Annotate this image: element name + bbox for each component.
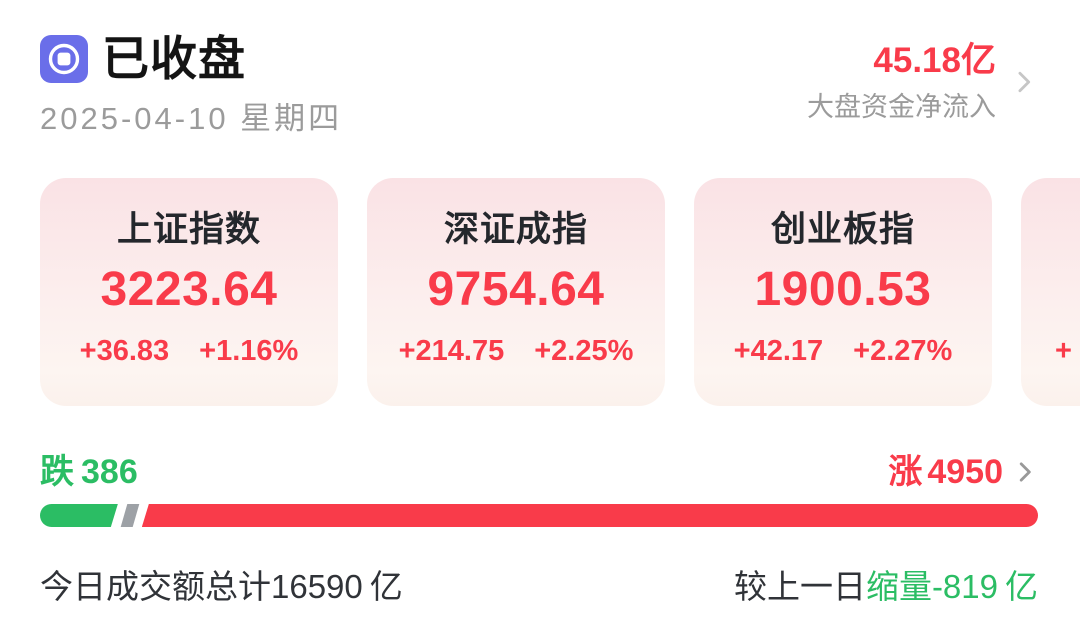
index-change-pct: +1.16% [199,335,299,367]
chevron-right-icon[interactable] [1012,459,1038,485]
index-card-shenzhen[interactable]: 深证成指 9754.64 +214.75 +2.25% [367,178,665,406]
index-cards-row: 上证指数 3223.64 +36.83 +1.16% 深证成指 9754.64 … [40,178,1080,406]
turnover-compare-label: 较上一日 [733,568,866,605]
net-inflow-label: 大盘资金净流入 [807,92,996,122]
index-name: 深证成指 [443,210,588,249]
turnover-compare-unit: 亿 [1005,568,1038,605]
index-name: 创业板指 [770,210,915,249]
breadth-bar-down-segment [40,504,118,527]
trade-date: 2025-04-10 星期四 [40,101,343,136]
index-change: + [1055,335,1072,367]
index-change: +36.83 [79,335,170,367]
coin-icon [40,35,88,83]
net-inflow-value: 45.18亿 [873,41,996,80]
index-value: 3223.64 [100,263,278,316]
index-change-pct: +2.27% [853,335,953,367]
index-change-row: + [1021,334,1080,368]
breadth-bar-up-segment [141,504,1038,527]
index-change-row: +214.75 +2.25% [367,334,665,368]
index-change-pct: +2.25% [534,335,634,367]
turnover-today-value: 16590 [271,568,363,605]
index-card-partial[interactable]: + [1021,178,1080,406]
market-status-block: 已收盘 2025-04-10 星期四 [40,32,342,138]
breadth-bar-flat-segment [120,504,140,527]
index-change: +214.75 [398,335,505,367]
index-card-shanghai[interactable]: 上证指数 3223.64 +36.83 +1.16% [40,178,338,406]
advancers-label: 涨 4950 [888,452,1003,492]
index-value: 9754.64 [427,263,605,316]
turnover-row: 今日成交额总计 16590 亿 较上一日 缩量-819 亿 [40,567,1038,607]
turnover-today: 今日成交额总计 16590 亿 [40,567,403,607]
index-change-row: +36.83 +1.16% [40,334,338,368]
decliners-label: 跌 386 [40,452,138,492]
index-card-chinext[interactable]: 创业板指 1900.53 +42.17 +2.27% [694,178,992,406]
advancers-wrap: 涨 4950 [888,452,1038,492]
header: 已收盘 2025-04-10 星期四 45.18亿 大盘资金净流入 [40,32,1038,138]
index-change: +42.17 [733,335,824,367]
net-inflow-row[interactable]: 45.18亿 大盘资金净流入 [807,40,1038,123]
decliners-word: 跌 [40,453,74,491]
breadth-row[interactable]: 跌 386 涨 4950 [40,452,1038,492]
turnover-today-unit: 亿 [369,568,403,605]
net-inflow-block: 45.18亿 大盘资金净流入 [807,40,996,123]
chevron-right-icon[interactable] [1010,68,1038,96]
index-change-row: +42.17 +2.27% [694,334,992,368]
turnover-compare: 较上一日 缩量-819 亿 [734,567,1038,607]
market-status-title: 已收盘 [102,32,246,85]
index-value: 1900.53 [754,263,932,316]
breadth-bar [40,504,1038,527]
title-row: 已收盘 [40,32,342,86]
advancers-word: 涨 [888,453,923,491]
turnover-compare-value: 缩量-819 [865,568,998,605]
turnover-today-label: 今日成交额总计 [40,568,271,605]
index-name: 上证指数 [116,210,261,249]
advancers-count: 4950 [927,453,1003,491]
decliners-count: 386 [81,453,138,491]
